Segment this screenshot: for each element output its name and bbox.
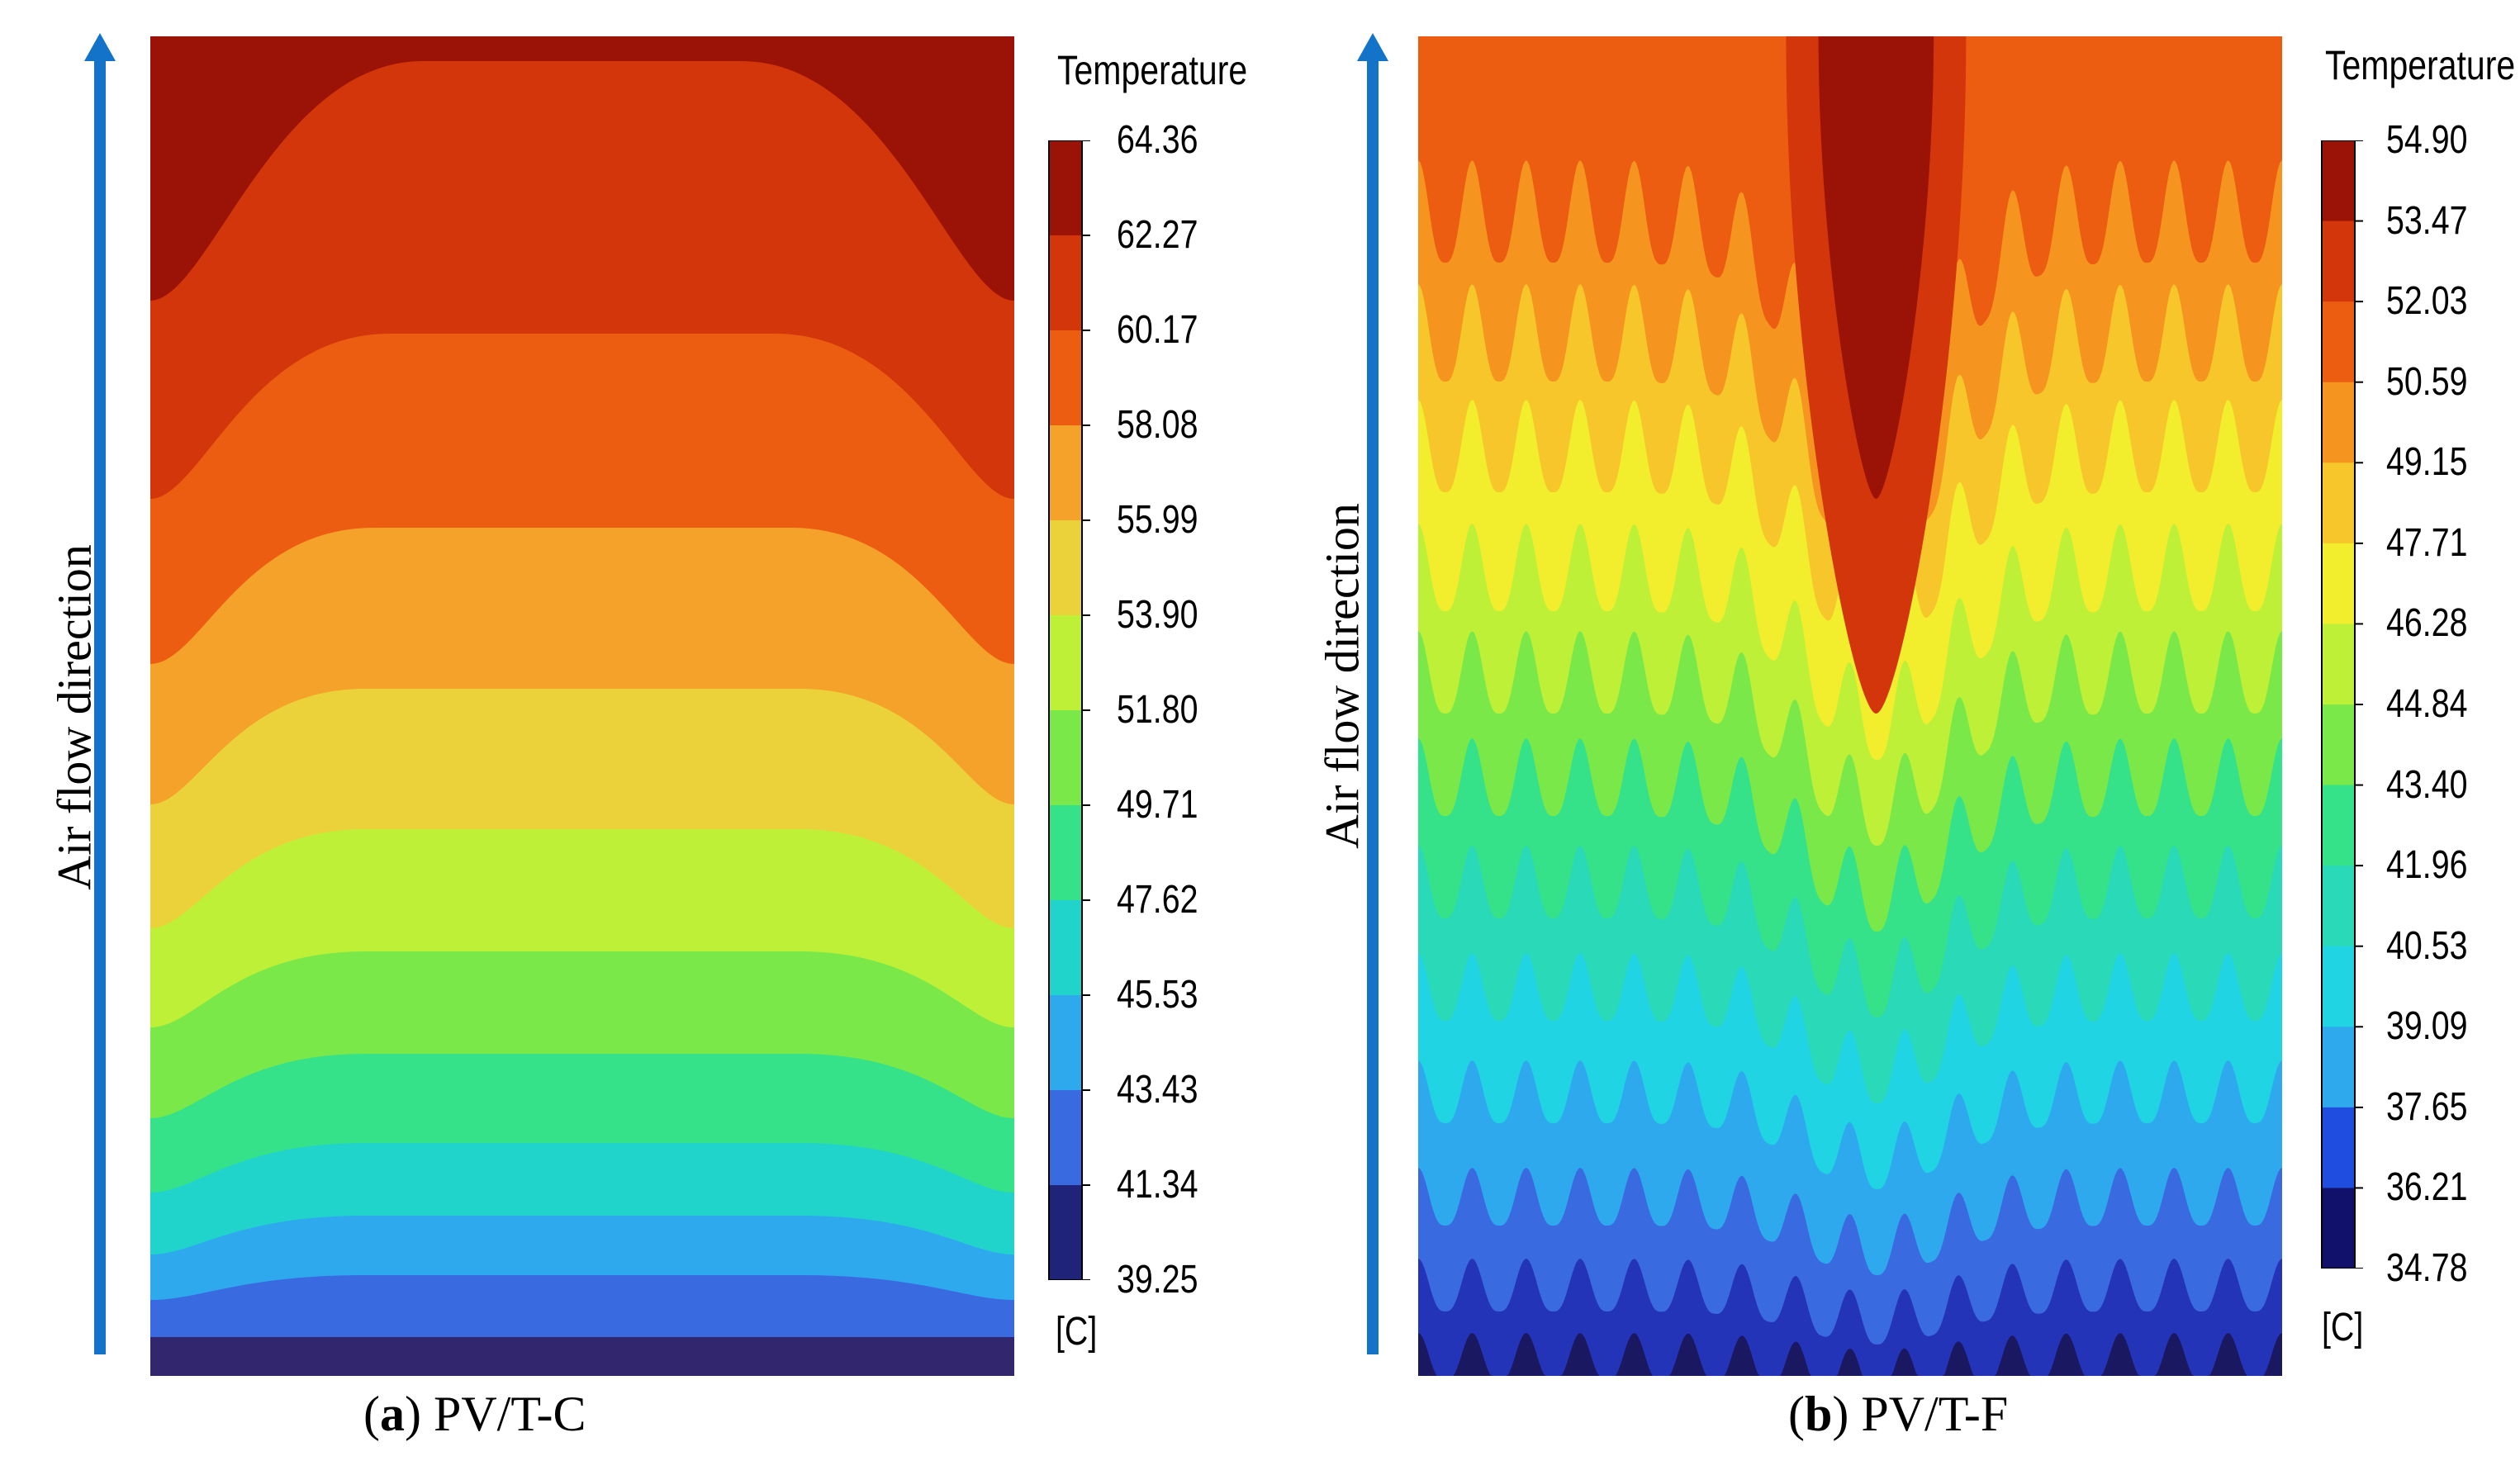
- colorbar-segment: [2322, 866, 2355, 947]
- legend-tick-label: 37.65: [2386, 1084, 2468, 1129]
- caption-b: (b) PV/T-F: [1788, 1387, 2009, 1441]
- colorbar-segment: [2322, 624, 2355, 705]
- legend-tick-label: 40.53: [2386, 923, 2468, 968]
- legend-tick-label: 53.90: [1117, 593, 1198, 637]
- colorbar-segment: [2322, 543, 2355, 624]
- legend-tick-label: 64.36: [1117, 118, 1198, 162]
- colorbar-segment: [2322, 382, 2355, 463]
- legend-tick-label: 60.17: [1117, 308, 1198, 352]
- colorbar-segment: [1049, 235, 1082, 331]
- legend-unit-a: [C]: [1056, 1310, 1098, 1354]
- colorbar-segment: [1049, 520, 1082, 616]
- caption-letter-a: a: [379, 1387, 405, 1441]
- colorbar-segment: [2322, 785, 2355, 866]
- hot-plume: [1818, 36, 1934, 499]
- legend-tick-label: 54.90: [2386, 118, 2468, 162]
- colorbar-segment: [2322, 704, 2355, 786]
- colorbar-segment: [1049, 1090, 1082, 1186]
- colorbar-segment: [2322, 462, 2355, 544]
- legend-tick-label: 62.27: [1117, 213, 1198, 257]
- contour-plot-b: [1418, 36, 2282, 1376]
- panel-a: Air flow direction Temperature 64.36 62.2…: [47, 33, 1248, 1441]
- legend-tick-label: 43.40: [2386, 762, 2468, 807]
- legend-tick-label: 58.08: [1117, 403, 1198, 447]
- caption-a: (a) PV/T-C: [363, 1387, 586, 1441]
- flow-arrow-a: [84, 33, 116, 1354]
- contour-plot-a: [150, 36, 1014, 1376]
- legend-title-a: Temperature: [1057, 47, 1248, 93]
- colorbar-segment: [1049, 900, 1082, 996]
- colorbar-segment: [2322, 1027, 2355, 1108]
- colorbar-segment: [2322, 946, 2355, 1027]
- colorbar-segment: [1049, 425, 1082, 521]
- colorbar-a: [1048, 140, 1090, 1280]
- legend-tick-label: 36.21: [2386, 1165, 2468, 1210]
- legend-tick-label: 49.71: [1117, 783, 1198, 827]
- legend-tick-label: 41.96: [2386, 843, 2468, 888]
- legend-tick-label: 47.71: [2386, 520, 2468, 565]
- colorbar-segment: [1049, 710, 1082, 806]
- legend-tick-label: 44.84: [2386, 682, 2468, 726]
- legend-tick-label: 45.53: [1117, 973, 1198, 1017]
- legend-tick-label: 52.03: [2386, 279, 2468, 324]
- flow-arrow-b: [1357, 33, 1388, 1354]
- legend-tick-label: 50.59: [2386, 359, 2468, 404]
- colorbar-segment: [2322, 1188, 2355, 1269]
- colorbar-segment: [2322, 1107, 2355, 1188]
- caption-text-b: PV/T-F: [1861, 1387, 2009, 1441]
- contour-band: [1418, 1333, 2282, 1376]
- legend-tick-label: 39.25: [1117, 1258, 1198, 1302]
- panel-b: Air flow direction Temperature 54.90 53.4…: [1260, 0, 2520, 1475]
- colorbar-segment: [1049, 140, 1082, 236]
- legend-unit-b: [C]: [2322, 1306, 2364, 1349]
- legend-tick-label: 53.47: [2386, 198, 2468, 243]
- flow-label-b: Air flow direction: [1315, 503, 1369, 849]
- colorbar-segment: [1049, 995, 1082, 1091]
- legend-tick-label: 34.78: [2386, 1246, 2468, 1290]
- colorbar-segment: [2322, 221, 2355, 302]
- legend-tick-label: 49.15: [2386, 440, 2468, 485]
- colorbar-segment: [1049, 1185, 1082, 1280]
- legend-tick-label: 39.09: [2386, 1004, 2468, 1049]
- legend-tick-label: 41.34: [1117, 1163, 1198, 1207]
- colorbar-segment: [2322, 301, 2355, 383]
- colorbar-segment: [2322, 140, 2355, 222]
- colorbar-segment: [1049, 615, 1082, 711]
- legend-tick-label: 51.80: [1117, 688, 1198, 732]
- legend-tick-label: 47.62: [1117, 878, 1198, 922]
- colorbar-b: [2321, 140, 2363, 1269]
- flow-label-a: Air flow direction: [47, 544, 102, 890]
- caption-text-a: PV/T-C: [433, 1387, 586, 1441]
- legend-tick-label: 55.99: [1117, 498, 1198, 542]
- caption-letter-b: b: [1804, 1387, 1833, 1441]
- colorbar-segment: [1049, 805, 1082, 901]
- legend-tick-label: 46.28: [2386, 601, 2468, 646]
- legend-tick-label: 43.43: [1117, 1068, 1198, 1112]
- legend-title-b: Temperature: [2325, 42, 2516, 88]
- colorbar-segment: [1049, 330, 1082, 426]
